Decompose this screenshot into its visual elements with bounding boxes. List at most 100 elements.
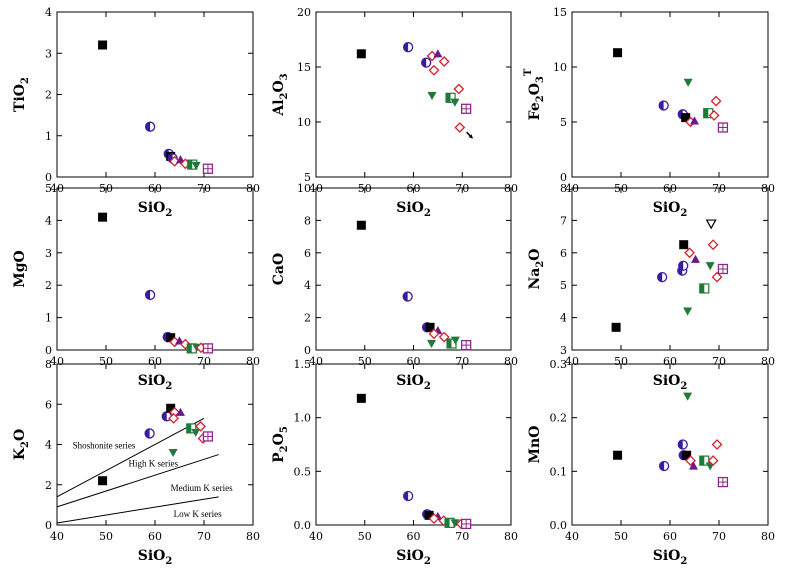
y-tick-label: 2 xyxy=(45,89,52,102)
y-tick-label: 2 xyxy=(45,479,52,492)
data-point-diamond xyxy=(453,83,465,95)
y-tick-label: 8 xyxy=(304,214,311,227)
y-tick-label: 6 xyxy=(560,247,567,260)
x-tick-label: 40 xyxy=(50,355,64,368)
data-point-invtri xyxy=(191,161,201,170)
series-boundary-line xyxy=(56,496,219,524)
data-point-invtri xyxy=(683,307,693,316)
plot-frame xyxy=(315,11,512,178)
y-tick-label: 0.0 xyxy=(294,519,312,532)
y-tick-label: 15 xyxy=(553,6,567,19)
y-tick-label: 20 xyxy=(297,6,311,19)
data-point-diamond xyxy=(195,420,206,432)
y-tick-label: 4 xyxy=(560,312,567,325)
data-point-squareopen xyxy=(460,518,472,530)
y-tick-label: 10 xyxy=(297,116,311,129)
x-tick-label: 40 xyxy=(309,355,323,368)
y-tick-label: 0 xyxy=(45,171,52,184)
data-point-diamond xyxy=(168,412,180,424)
data-point-invtri xyxy=(191,428,201,437)
y-tick-label: 15 xyxy=(297,61,311,74)
data-point-diamond xyxy=(169,155,181,167)
x-axis-title: SiO2 xyxy=(396,200,431,219)
data-point-square xyxy=(682,450,692,460)
data-point-invtri xyxy=(450,519,460,528)
series-label: Low K series xyxy=(174,509,222,519)
x-tick-label: 70 xyxy=(712,530,726,543)
data-point-invtri xyxy=(427,92,437,101)
x-axis-title: SiO2 xyxy=(138,200,173,219)
y-tick-label: 0 xyxy=(45,519,52,532)
y-tick-label: 8 xyxy=(45,358,52,371)
panel-fe2o3: 0510154050607080SiO2Fe2O3T xyxy=(523,6,775,219)
data-point-halfcircle xyxy=(144,289,156,301)
data-point-squarehalf xyxy=(445,92,456,103)
data-point-invtri xyxy=(427,339,437,349)
x-tick-label: 50 xyxy=(99,355,113,368)
y-tick-label: 5 xyxy=(560,279,567,292)
x-tick-label: 60 xyxy=(663,355,677,368)
data-point-square xyxy=(166,403,176,413)
data-point-squareopen xyxy=(717,476,729,488)
x-tick-label: 40 xyxy=(565,530,579,543)
data-point-halfcircle xyxy=(658,100,669,111)
x-tick-label: 80 xyxy=(504,355,518,368)
y-axis-title: Al2O3 xyxy=(271,73,290,116)
data-point-invtri xyxy=(705,262,715,271)
y-tick-label: 3 xyxy=(45,247,52,260)
y-axis-title: Na2O xyxy=(527,248,546,289)
x-tick-label: 40 xyxy=(309,530,323,543)
data-point-square xyxy=(681,113,691,123)
data-point-triangle xyxy=(690,254,700,263)
x-tick-label: 50 xyxy=(614,355,628,368)
y-tick-label: 10 xyxy=(553,61,567,74)
data-point-halfcircle xyxy=(402,42,414,53)
data-point-squarehalf xyxy=(186,423,197,434)
data-point-invtri xyxy=(450,336,460,345)
data-point-diamond xyxy=(711,439,723,450)
panel-cao: 0 2 4 6 8 10 40 50 60 70 80 SiO2 CaO xyxy=(271,182,518,392)
y-tick-label: 10 xyxy=(297,182,311,195)
data-point-diamond xyxy=(711,271,723,283)
x-tick-label: 80 xyxy=(246,530,260,543)
y-axis-title: TiO2 xyxy=(12,77,31,112)
y-tick-label: 0.1 xyxy=(550,465,568,478)
data-point-halfcircle xyxy=(144,121,156,132)
x-tick-label: 80 xyxy=(761,355,775,368)
data-point-halfcircle xyxy=(657,271,668,283)
data-point-invtriopen xyxy=(705,219,717,230)
y-axis-title: P2O5 xyxy=(271,426,290,463)
x-tick-label: 50 xyxy=(99,530,113,543)
y-tick-label: 5 xyxy=(45,182,52,195)
data-point-squareopen xyxy=(717,122,729,133)
data-point-square xyxy=(356,220,366,230)
data-point-diamond xyxy=(428,513,440,524)
y-axis-title: MnO xyxy=(527,426,543,464)
panel-na2o: 3 4 5 6 7 8 40 50 60 70 80 SiO2 Na2O xyxy=(527,182,775,392)
x-tick-label: 50 xyxy=(358,355,372,368)
data-point-diamond xyxy=(684,247,696,259)
plot-frame xyxy=(56,11,254,178)
data-point-halfcircle xyxy=(402,490,414,502)
data-point-squareopen xyxy=(202,163,214,174)
y-tick-label: 1 xyxy=(45,312,52,325)
data-point-diamond xyxy=(428,328,440,340)
data-point-invtri xyxy=(683,392,693,401)
x-axis-title: SiO2 xyxy=(396,548,431,567)
y-tick-label: 8 xyxy=(560,182,567,195)
x-tick-label: 70 xyxy=(197,355,211,368)
y-axis-title: CaO xyxy=(271,253,287,285)
data-point-diamond xyxy=(707,455,719,467)
y-tick-label: 1.0 xyxy=(294,412,312,425)
data-point-halfcircle xyxy=(144,428,155,439)
data-point-diamond xyxy=(454,122,466,133)
x-tick-label: 70 xyxy=(455,355,469,368)
y-tick-label: 0 xyxy=(560,171,567,184)
series-boundary-line xyxy=(56,454,219,508)
data-point-halfcircle xyxy=(678,260,689,271)
data-point-square xyxy=(166,333,176,343)
data-point-triangle xyxy=(690,116,699,125)
